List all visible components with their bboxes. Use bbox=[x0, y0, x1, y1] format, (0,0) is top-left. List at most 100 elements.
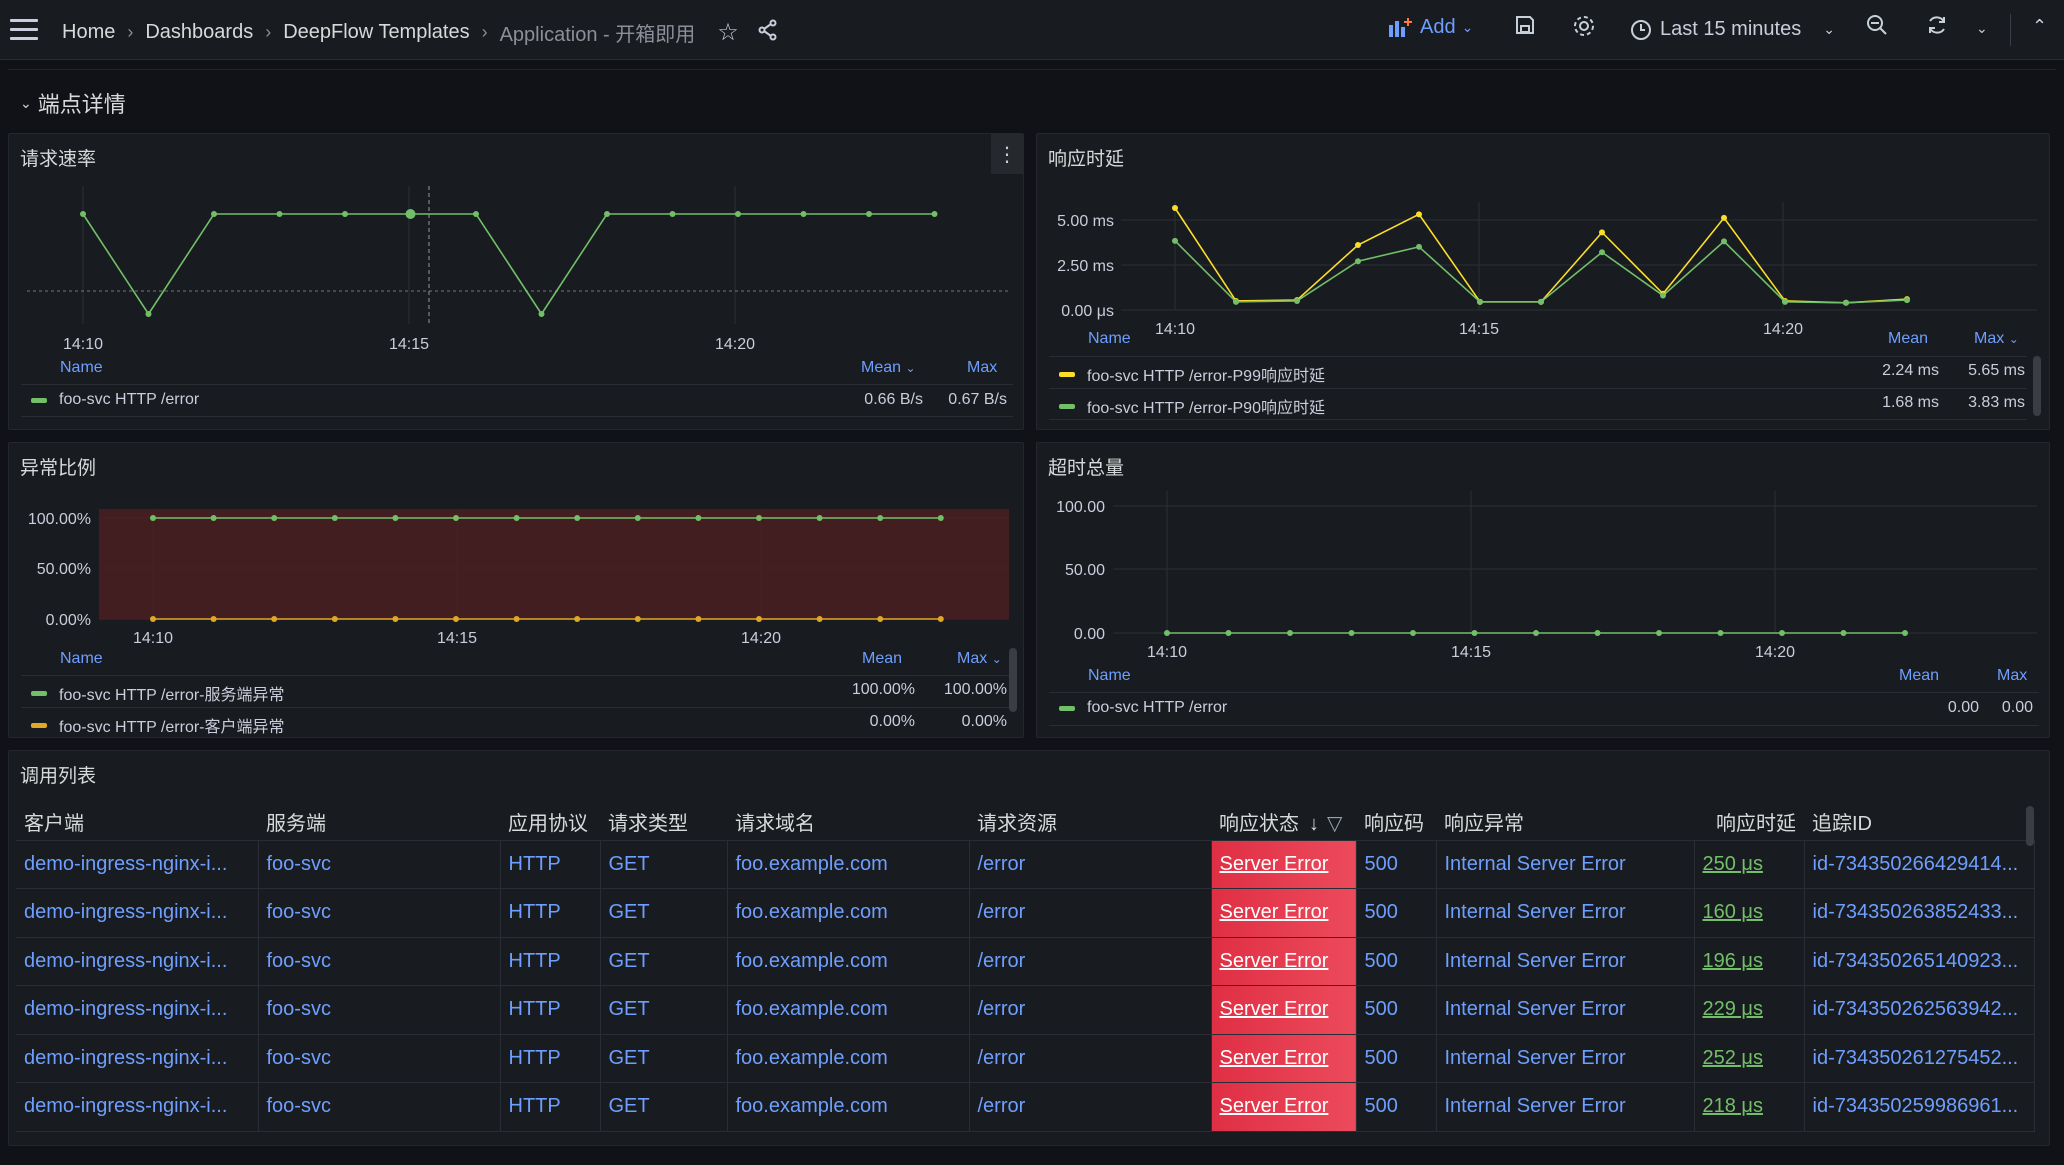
table-cell[interactable]: foo.example.com bbox=[727, 1082, 970, 1132]
table-cell[interactable]: /error bbox=[969, 1034, 1212, 1083]
table-cell[interactable]: GET bbox=[600, 840, 728, 889]
table-cell[interactable]: /error bbox=[969, 937, 1212, 986]
save-icon[interactable] bbox=[1514, 14, 1536, 42]
legend-header-name[interactable]: Name bbox=[1088, 667, 1131, 684]
table-cell[interactable]: HTTP bbox=[500, 888, 601, 938]
table-cell[interactable]: Server Error bbox=[1211, 985, 1357, 1035]
table-cell[interactable]: Server Error bbox=[1211, 888, 1357, 938]
latency-chart[interactable]: 5.00 ms 2.50 ms 0.00 μs 14:10 14:15 14:20 bbox=[1037, 134, 2050, 430]
table-cell[interactable]: 252 μs bbox=[1694, 1034, 1805, 1083]
legend-item[interactable]: foo-svc HTTP /error-P90响应时延 bbox=[1059, 394, 1325, 418]
table-cell[interactable]: HTTP bbox=[500, 840, 601, 889]
table-cell[interactable]: HTTP bbox=[500, 1082, 601, 1132]
table-cell[interactable]: 218 μs bbox=[1694, 1082, 1805, 1132]
table-cell[interactable]: GET bbox=[600, 985, 728, 1035]
panel-timeout-total[interactable]: 超时总量 100.00 50.00 0.00 14:10 14:15 14:20 Name… bbox=[1036, 442, 2050, 738]
table-cell[interactable]: foo.example.com bbox=[727, 888, 970, 938]
table-row[interactable]: demo-ingress-nginx-i... foo-svc HTTP GET foo… bbox=[16, 888, 2035, 938]
table-cell[interactable]: demo-ingress-nginx-i... bbox=[16, 937, 259, 986]
panel-request-rate[interactable]: 请求速率 ⋮ 14:10 14:15 14:20 Name Mean ⌄ Max f… bbox=[8, 133, 1024, 430]
table-cell[interactable]: demo-ingress-nginx-i... bbox=[16, 1082, 259, 1132]
table-cell[interactable]: foo-svc bbox=[258, 840, 501, 889]
gear-icon[interactable] bbox=[1572, 14, 1596, 44]
star-icon[interactable]: ☆ bbox=[717, 19, 739, 46]
table-cell[interactable]: demo-ingress-nginx-i... bbox=[16, 985, 259, 1035]
column-header[interactable]: 应用协议 bbox=[500, 804, 600, 841]
legend-item[interactable]: foo-svc HTTP /error-P99响应时延 bbox=[1059, 362, 1325, 386]
refresh-interval-chevron-icon[interactable]: ⌄ bbox=[1976, 20, 1988, 36]
table-cell[interactable]: Server Error bbox=[1211, 1082, 1357, 1132]
table-cell[interactable]: demo-ingress-nginx-i... bbox=[16, 888, 259, 938]
column-header[interactable]: 追踪ID bbox=[1804, 804, 2034, 841]
legend-header-max[interactable]: Max ⌄ bbox=[957, 650, 1002, 667]
column-header[interactable]: 客户端 bbox=[16, 804, 258, 841]
add-button[interactable]: Add ⌄ bbox=[1388, 16, 1473, 39]
share-icon[interactable] bbox=[757, 19, 779, 47]
legend-header-max[interactable]: Max ⌄ bbox=[1974, 330, 2019, 347]
time-range-picker[interactable]: Last 15 minutes ⌄ bbox=[1630, 18, 1835, 41]
legend-header-mean[interactable]: Mean bbox=[1899, 667, 1940, 684]
table-row[interactable]: demo-ingress-nginx-i... foo-svc HTTP GET foo… bbox=[16, 840, 2035, 889]
table-cell[interactable]: foo-svc bbox=[258, 1082, 501, 1132]
table-cell[interactable]: 196 μs bbox=[1694, 937, 1805, 986]
refresh-icon[interactable] bbox=[1926, 14, 1948, 42]
table-cell[interactable]: GET bbox=[600, 1034, 728, 1083]
chevron-up-icon[interactable]: ⌃ bbox=[2032, 16, 2048, 36]
request-rate-chart[interactable]: 14:10 14:15 14:20 bbox=[9, 134, 1024, 430]
table-cell[interactable]: Server Error bbox=[1211, 1034, 1357, 1083]
table-cell[interactable]: HTTP bbox=[500, 1034, 601, 1083]
panel-error-ratio[interactable]: 异常比例 100.00% 50.00% 0.00% 14:10 14:15 14:20 N… bbox=[8, 442, 1024, 738]
zoom-out-icon[interactable] bbox=[1866, 14, 1888, 42]
legend-scrollbar[interactable] bbox=[1009, 648, 1017, 712]
table-cell[interactable]: 250 μs bbox=[1694, 840, 1805, 889]
column-header[interactable]: 响应时延 bbox=[1694, 804, 1804, 841]
legend-item[interactable]: foo-svc HTTP /error bbox=[1059, 699, 1227, 717]
table-scrollbar[interactable] bbox=[2026, 806, 2034, 846]
error-ratio-chart[interactable]: 100.00% 50.00% 0.00% 14:10 14:15 14:20 bbox=[9, 443, 1024, 738]
column-header[interactable]: 请求资源 bbox=[969, 804, 1211, 841]
table-cell[interactable]: GET bbox=[600, 888, 728, 938]
table-row[interactable]: demo-ingress-nginx-i... foo-svc HTTP GET foo… bbox=[16, 1034, 2035, 1083]
panel-latency[interactable]: 响应时延 5.00 ms 2.50 ms 0.00 μs 14:10 14:15 14:2… bbox=[1036, 133, 2050, 430]
legend-header-mean[interactable]: Mean ⌄ bbox=[861, 359, 916, 376]
legend-item[interactable]: foo-svc HTTP /error-客户端异常 bbox=[31, 713, 285, 737]
table-cell[interactable]: foo.example.com bbox=[727, 937, 970, 986]
column-header[interactable]: 请求类型 bbox=[600, 804, 727, 841]
column-header[interactable]: 请求域名 bbox=[727, 804, 969, 841]
table-cell[interactable]: foo.example.com bbox=[727, 1034, 970, 1083]
table-cell[interactable]: GET bbox=[600, 1082, 728, 1132]
table-cell[interactable]: demo-ingress-nginx-i... bbox=[16, 1034, 259, 1083]
table-cell[interactable]: foo-svc bbox=[258, 1034, 501, 1083]
column-header[interactable]: 服务端 bbox=[258, 804, 500, 841]
table-cell[interactable]: foo.example.com bbox=[727, 840, 970, 889]
filter-icon[interactable]: ▽ bbox=[1327, 813, 1343, 836]
legend-scrollbar[interactable] bbox=[2033, 356, 2041, 416]
legend-header-name[interactable]: Name bbox=[60, 650, 103, 667]
table-row[interactable]: demo-ingress-nginx-i... foo-svc HTTP GET foo… bbox=[16, 1082, 2035, 1132]
legend-item[interactable]: foo-svc HTTP /error bbox=[31, 391, 199, 409]
table-cell[interactable]: 160 μs bbox=[1694, 888, 1805, 938]
table-cell[interactable]: id-734350265140923... bbox=[1804, 937, 2035, 986]
legend-header-max[interactable]: Max bbox=[967, 359, 998, 376]
table-cell[interactable]: foo-svc bbox=[258, 985, 501, 1035]
table-cell[interactable]: id-734350262563942... bbox=[1804, 985, 2035, 1035]
table-cell[interactable]: id-734350259986961... bbox=[1804, 1082, 2035, 1132]
row-header[interactable]: ⌄ 端点详情 bbox=[20, 87, 126, 119]
table-cell[interactable]: GET bbox=[600, 937, 728, 986]
table-cell[interactable]: Server Error bbox=[1211, 937, 1357, 986]
table-cell[interactable]: foo-svc bbox=[258, 937, 501, 986]
breadcrumb-home[interactable]: Home bbox=[62, 21, 116, 43]
table-cell[interactable]: /error bbox=[969, 840, 1212, 889]
menu-icon[interactable] bbox=[10, 19, 38, 41]
timeout-total-chart[interactable]: 100.00 50.00 0.00 14:10 14:15 14:20 bbox=[1037, 443, 2050, 738]
table-cell[interactable]: /error bbox=[969, 1082, 1212, 1132]
panel-menu-icon[interactable]: ⋮ bbox=[991, 134, 1023, 174]
table-cell[interactable]: HTTP bbox=[500, 937, 601, 986]
table-cell[interactable]: id-734350263852433... bbox=[1804, 888, 2035, 938]
breadcrumb-folder[interactable]: DeepFlow Templates bbox=[283, 21, 470, 43]
legend-header-max[interactable]: Max bbox=[1997, 667, 2028, 684]
sort-desc-icon[interactable]: ↓ bbox=[1309, 813, 1319, 836]
legend-item[interactable]: foo-svc HTTP /error-服务端异常 bbox=[31, 681, 285, 705]
breadcrumb-dashboards[interactable]: Dashboards bbox=[145, 21, 254, 43]
table-cell[interactable]: id-734350261275452... bbox=[1804, 1034, 2035, 1083]
